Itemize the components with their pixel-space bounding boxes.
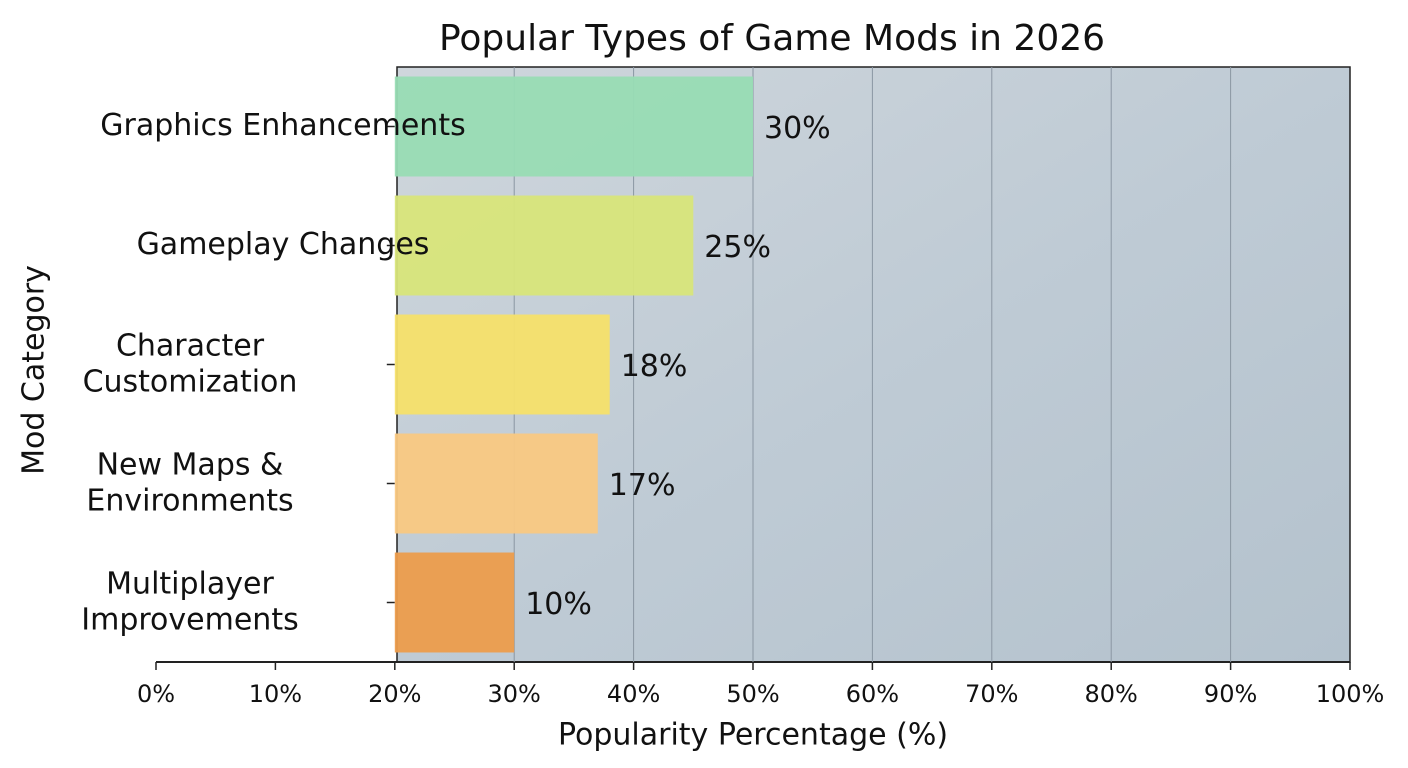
bar bbox=[394, 76, 753, 177]
x-tick-label: 70% bbox=[965, 680, 1018, 708]
x-tick-label: 50% bbox=[726, 680, 779, 708]
data-label: 18% bbox=[621, 349, 688, 384]
bar bbox=[394, 314, 610, 415]
x-tick-label: 10% bbox=[249, 680, 302, 708]
y-tick-label: Gameplay Changes bbox=[137, 227, 430, 262]
x-tick-label: 30% bbox=[488, 680, 541, 708]
y-tick-label: New Maps & Environments bbox=[86, 447, 293, 518]
y-tick-label: Character Customization bbox=[83, 328, 298, 399]
bar bbox=[394, 195, 694, 296]
x-tick-label: 80% bbox=[1085, 680, 1138, 708]
x-tick-label: 90% bbox=[1204, 680, 1257, 708]
x-tick-label: 60% bbox=[846, 680, 899, 708]
bar bbox=[394, 552, 515, 653]
data-label: 30% bbox=[764, 111, 831, 146]
data-label: 17% bbox=[609, 468, 676, 503]
x-tick-label: 20% bbox=[368, 680, 421, 708]
chart-title: Popular Types of Game Mods in 2026 bbox=[439, 18, 1105, 59]
x-axis-title: Popularity Percentage (%) bbox=[558, 718, 948, 753]
y-tick-label: Graphics Enhancements bbox=[100, 108, 465, 143]
x-tick-label: 100% bbox=[1316, 680, 1385, 708]
data-label: 10% bbox=[525, 587, 592, 622]
x-tick-label: 40% bbox=[607, 680, 660, 708]
x-tick-label: 0% bbox=[137, 680, 175, 708]
data-label: 25% bbox=[704, 230, 771, 265]
bar bbox=[394, 433, 598, 534]
y-tick-label: Multiplayer Improvements bbox=[81, 566, 298, 637]
y-axis-title: Mod Category bbox=[17, 265, 52, 475]
